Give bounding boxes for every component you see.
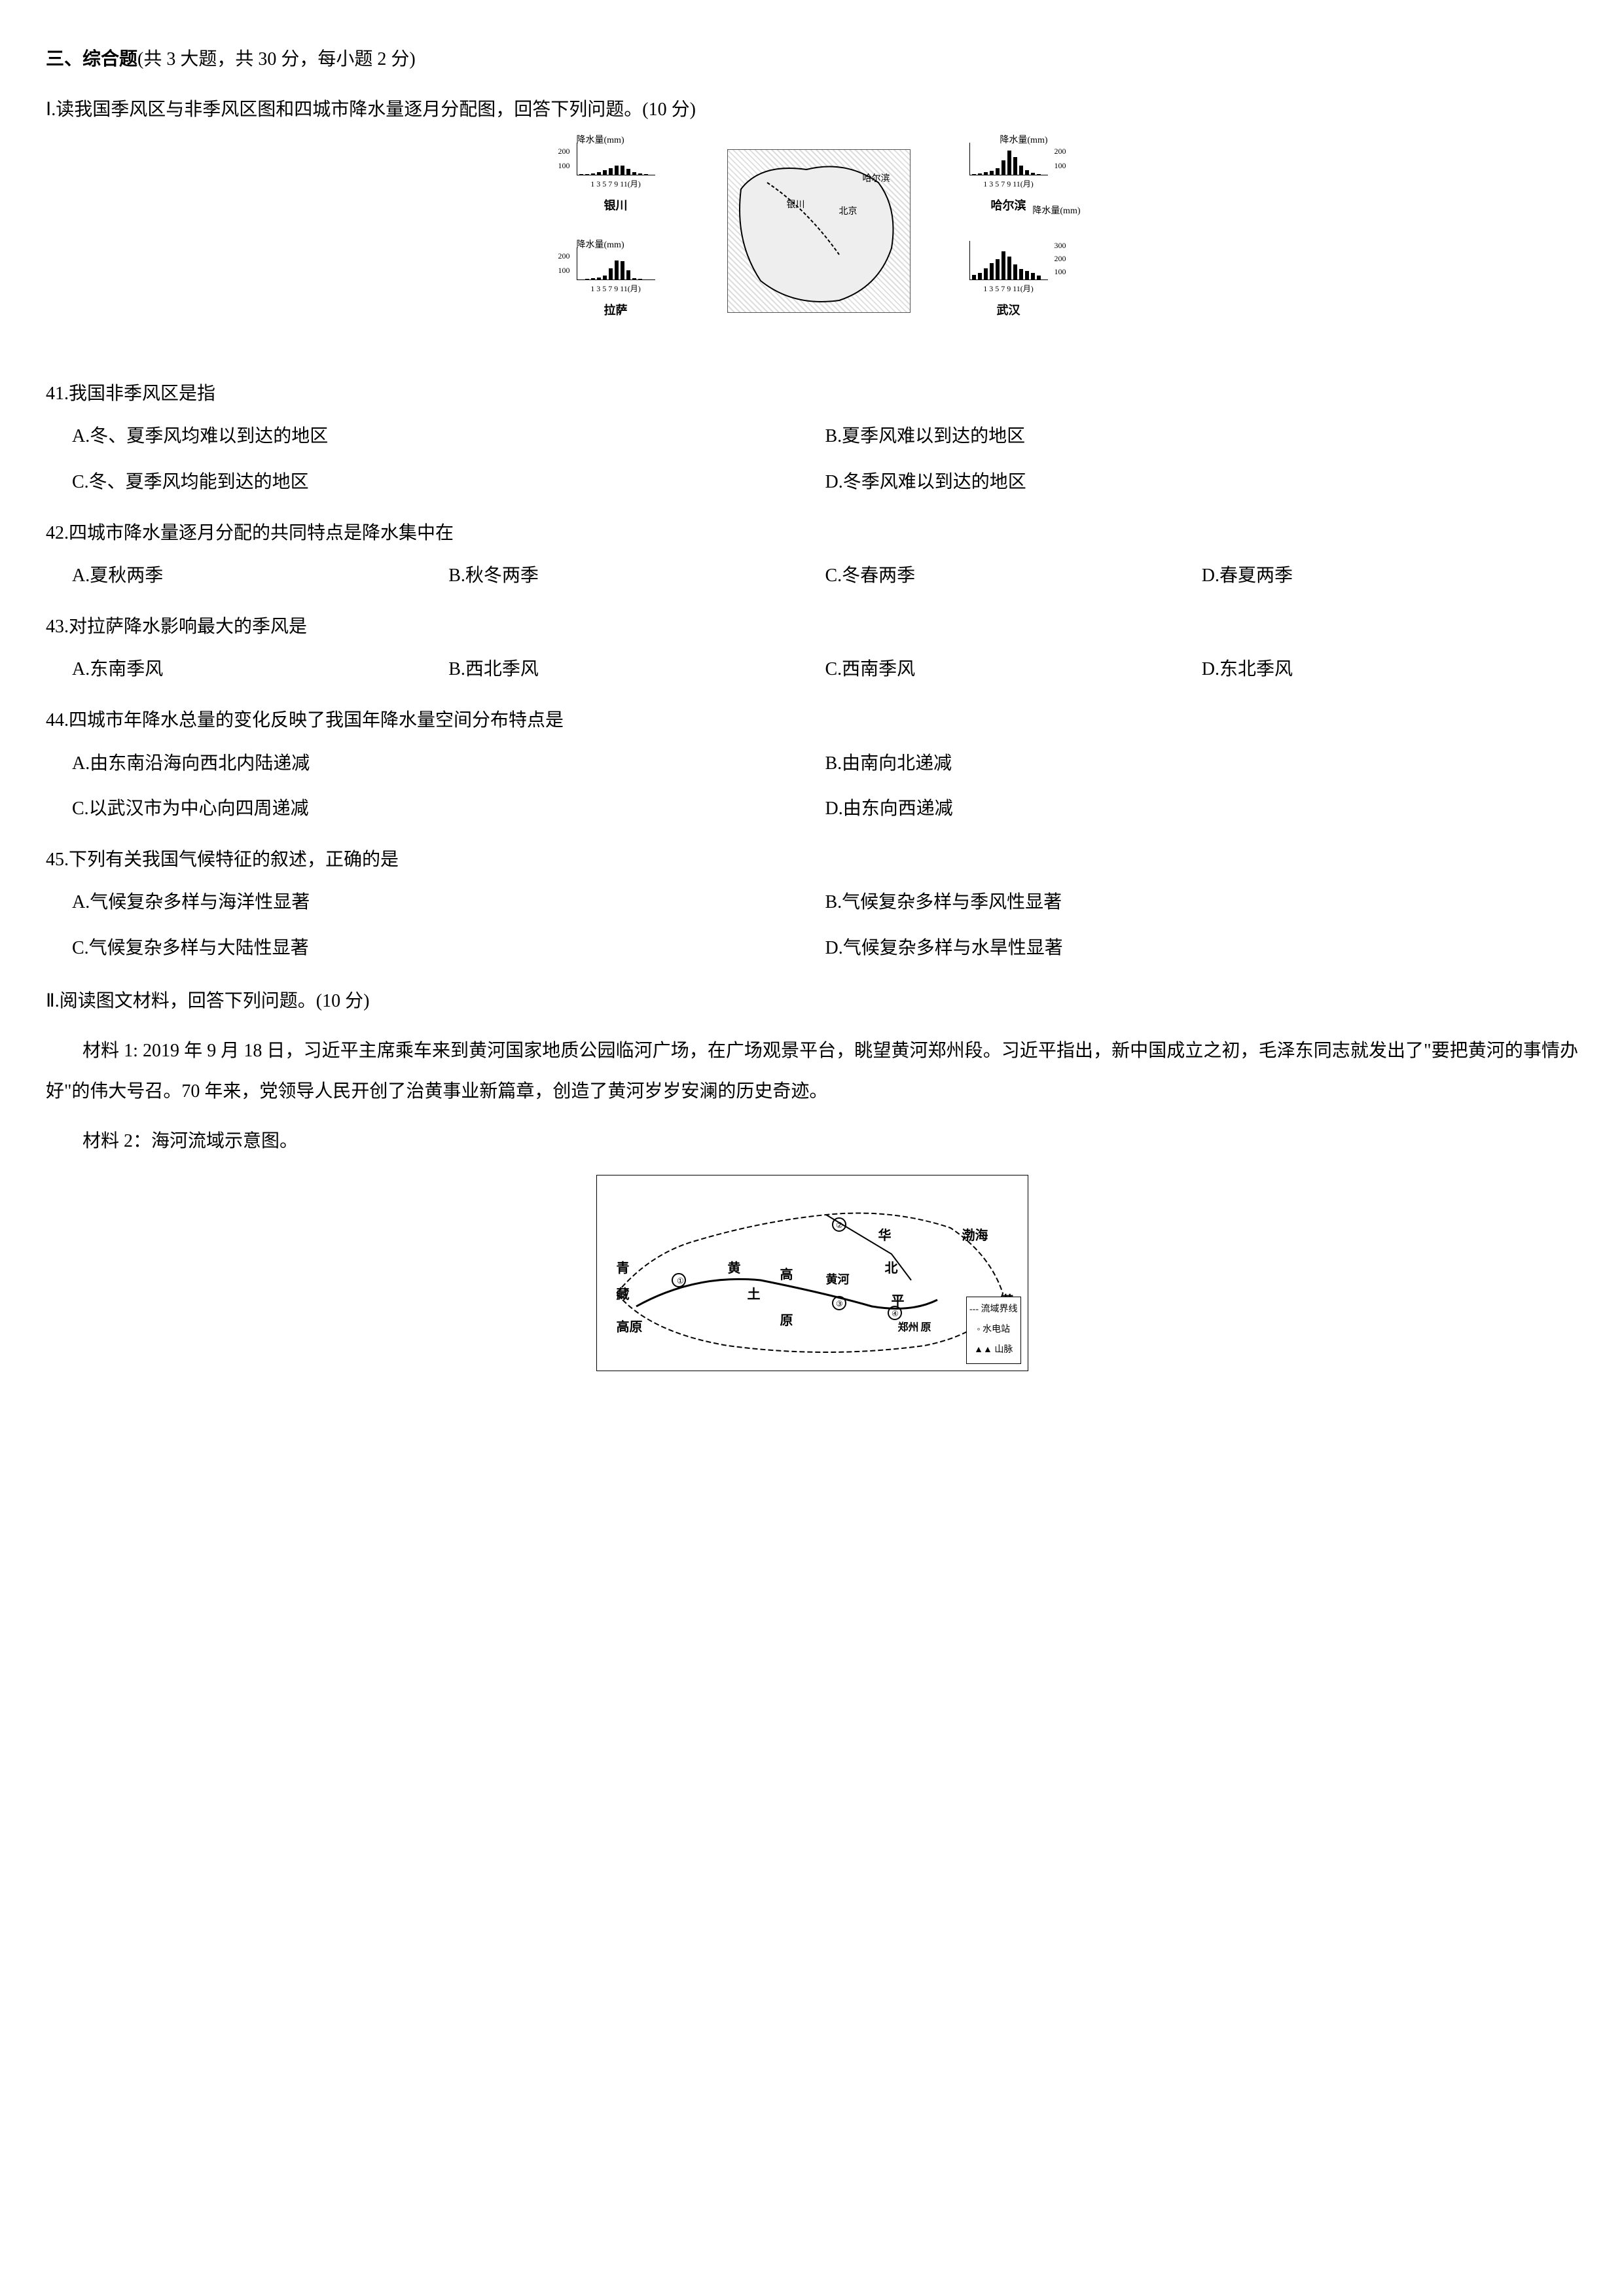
part1-intro: Ⅰ.读我国季风区与非季风区图和四城市降水量逐月分配图，回答下列问题。(10 分)	[46, 90, 1578, 130]
q45-options: A.气候复杂多样与海洋性显著 B.气候复杂多样与季风性显著 C.气候复杂多样与大…	[46, 880, 1578, 971]
ylabel-wuhan-extra: 降水量(mm)	[1032, 202, 1080, 222]
label-yuan: 原	[780, 1306, 793, 1335]
xaxis-lhasa: 1 3 5 7 9 11(月)	[577, 280, 655, 297]
q41-opt-b: B.夏季风难以到达的地区	[825, 414, 1579, 459]
q41-opt-c: C.冬、夏季风均能到达的地区	[72, 459, 825, 505]
monsoon-figure: 降水量(mm) 200 100 1 3 5 7 9 11(月) 银川 降水量(m…	[46, 143, 1578, 361]
map-label-beijing: 北京	[839, 202, 857, 223]
chart-lhasa: 降水量(mm) 200 100 1 3 5 7 9 11(月) 拉萨	[577, 247, 655, 323]
city-wuhan: 武汉	[969, 298, 1048, 324]
label-ping: 平	[892, 1287, 905, 1316]
q44-opt-c: C.以武汉市为中心向四周递减	[72, 786, 825, 832]
svg-text:①: ①	[677, 1276, 684, 1285]
xaxis-wuhan: 1 3 5 7 9 11(月)	[969, 280, 1048, 297]
legend-3: ▲▲ 山脉	[969, 1340, 1018, 1361]
svg-text:②: ②	[836, 1221, 843, 1230]
q45-opt-a: A.气候复杂多样与海洋性显著	[72, 880, 825, 925]
material1-label: 材料 1:	[82, 1041, 143, 1061]
label-bei: 北	[885, 1254, 898, 1283]
q43-num: 43.	[46, 617, 69, 637]
q41-opt-d: D.冬季风难以到达的地区	[825, 459, 1579, 505]
q43-opt-d: D.东北季风	[1202, 647, 1578, 692]
chart-haerbin: 降水量(mm) 200 100 1 3 5 7 9 11(月) 哈尔滨 降水量(…	[969, 143, 1048, 219]
chart-yinchuan: 降水量(mm) 200 100 1 3 5 7 9 11(月) 银川	[577, 143, 655, 219]
ylabel-lhasa: 降水量(mm)	[577, 236, 624, 256]
label-huanghe: 黄河	[826, 1267, 850, 1293]
material2-text: 海河流域示意图。	[151, 1131, 298, 1151]
label-gaoyuan: 高原	[617, 1313, 643, 1342]
legend-2: ◦ 水电站	[969, 1320, 1018, 1340]
q42-opt-d: D.春夏两季	[1202, 553, 1578, 599]
q44-opt-b: B.由南向北递减	[825, 741, 1579, 787]
ylabel-yinchuan: 降水量(mm)	[577, 131, 624, 151]
label-huang: 黄	[728, 1254, 741, 1283]
label-zang: 藏	[617, 1280, 630, 1309]
q41-options: A.冬、夏季风均难以到达的地区 B.夏季风难以到达的地区 C.冬、夏季风均能到达…	[46, 414, 1578, 505]
bars-wuhan	[969, 241, 1048, 280]
label-zhengzhou: 郑州	[898, 1316, 919, 1339]
q42-num: 42.	[46, 523, 69, 543]
question-43: 43.对拉萨降水影响最大的季风是 A.东南季风 B.西北季风 C.西南季风 D.…	[46, 607, 1578, 692]
q44-num: 44.	[46, 710, 69, 730]
map-label-yinchuan: 银川	[787, 196, 805, 216]
q45-opt-d: D.气候复杂多样与水旱性显著	[825, 925, 1579, 971]
ylabel-right: 降水量(mm)	[1000, 131, 1047, 151]
q43-text: 对拉萨降水影响最大的季风是	[69, 617, 307, 637]
q41-text: 我国非季风区是指	[69, 384, 215, 404]
q44-options: A.由东南沿海向西北内陆递减 B.由南向北递减 C.以武汉市为中心向四周递减 D…	[46, 741, 1578, 832]
q42-text: 四城市降水量逐月分配的共同特点是降水集中在	[69, 523, 454, 543]
q44-text: 四城市年降水总量的变化反映了我国年降水量空间分布特点是	[69, 710, 564, 730]
haihe-figure: ① ② ③ ④ 青 藏 高原 黄 土 高 原 华 北 平 黄河 渤海 黄 海 郑…	[46, 1175, 1578, 1386]
question-41: 41.我国非季风区是指 A.冬、夏季风均难以到达的地区 B.夏季风难以到达的地区…	[46, 374, 1578, 505]
china-map: 哈尔滨 北京 银川	[727, 149, 911, 313]
label-qing: 青	[617, 1254, 630, 1283]
q45-opt-b: B.气候复杂多样与季风性显著	[825, 880, 1579, 925]
legend-box: --- 流域界线 ◦ 水电站 ▲▲ 山脉	[966, 1297, 1021, 1363]
material1-text: 2019 年 9 月 18 日，习近平主席乘车来到黄河国家地质公园临河广场，在广…	[46, 1041, 1578, 1102]
haihe-map-svg: ① ② ③ ④	[597, 1175, 1028, 1371]
section-title-sub: (共 3 大题，共 30 分，每小题 2 分)	[137, 49, 416, 69]
chart-wuhan: 300 200 100 1 3 5 7 9 11(月) 武汉	[969, 241, 1048, 323]
question-44: 44.四城市年降水总量的变化反映了我国年降水量空间分布特点是 A.由东南沿海向西…	[46, 700, 1578, 832]
question-42: 42.四城市降水量逐月分配的共同特点是降水集中在 A.夏秋两季 B.秋冬两季 C…	[46, 513, 1578, 599]
label-gao: 高	[780, 1261, 793, 1289]
xaxis-haerbin: 1 3 5 7 9 11(月)	[969, 175, 1048, 192]
question-45: 45.下列有关我国气候特征的叙述，正确的是 A.气候复杂多样与海洋性显著 B.气…	[46, 840, 1578, 971]
q44-opt-d: D.由东向西递减	[825, 786, 1579, 832]
material-2: 材料 2：海河流域示意图。	[46, 1121, 1578, 1162]
material-1: 材料 1: 2019 年 9 月 18 日，习近平主席乘车来到黄河国家地质公园临…	[46, 1031, 1578, 1111]
q41-num: 41.	[46, 384, 69, 404]
label-hua: 华	[878, 1221, 892, 1250]
label-tu: 土	[748, 1280, 761, 1309]
map-label-haerbin: 哈尔滨	[863, 170, 890, 190]
q43-opt-a: A.东南季风	[72, 647, 448, 692]
q45-opt-c: C.气候复杂多样与大陆性显著	[72, 925, 825, 971]
svg-text:③: ③	[836, 1299, 843, 1308]
q43-options: A.东南季风 B.西北季风 C.西南季风 D.东北季风	[46, 647, 1578, 692]
label-yuan2: 原	[921, 1316, 931, 1339]
q44-opt-a: A.由东南沿海向西北内陆递减	[72, 741, 825, 787]
q43-opt-c: C.西南季风	[825, 647, 1202, 692]
q45-text: 下列有关我国气候特征的叙述，正确的是	[69, 850, 399, 870]
q45-num: 45.	[46, 850, 69, 870]
q41-opt-a: A.冬、夏季风均难以到达的地区	[72, 414, 825, 459]
q42-options: A.夏秋两季 B.秋冬两季 C.冬春两季 D.春夏两季	[46, 553, 1578, 599]
city-yinchuan: 银川	[577, 193, 655, 219]
part2-intro: Ⅱ.阅读图文材料，回答下列问题。(10 分)	[46, 981, 1578, 1022]
q42-opt-c: C.冬春两季	[825, 553, 1202, 599]
section-title-main: 三、综合题	[46, 49, 137, 69]
q43-opt-b: B.西北季风	[448, 647, 825, 692]
material2-label: 材料 2：	[82, 1131, 151, 1151]
section-heading: 三、综合题(共 3 大题，共 30 分，每小题 2 分)	[46, 39, 1578, 80]
q42-opt-b: B.秋冬两季	[448, 553, 825, 599]
xaxis-yinchuan: 1 3 5 7 9 11(月)	[577, 175, 655, 192]
q42-opt-a: A.夏秋两季	[72, 553, 448, 599]
legend-1: --- 流域界线	[969, 1300, 1018, 1320]
monsoon-chart-container: 降水量(mm) 200 100 1 3 5 7 9 11(月) 银川 降水量(m…	[577, 143, 1048, 346]
city-lhasa: 拉萨	[577, 298, 655, 324]
label-bohai: 渤海	[962, 1221, 988, 1250]
haihe-map: ① ② ③ ④ 青 藏 高原 黄 土 高 原 华 北 平 黄河 渤海 黄 海 郑…	[596, 1175, 1028, 1371]
